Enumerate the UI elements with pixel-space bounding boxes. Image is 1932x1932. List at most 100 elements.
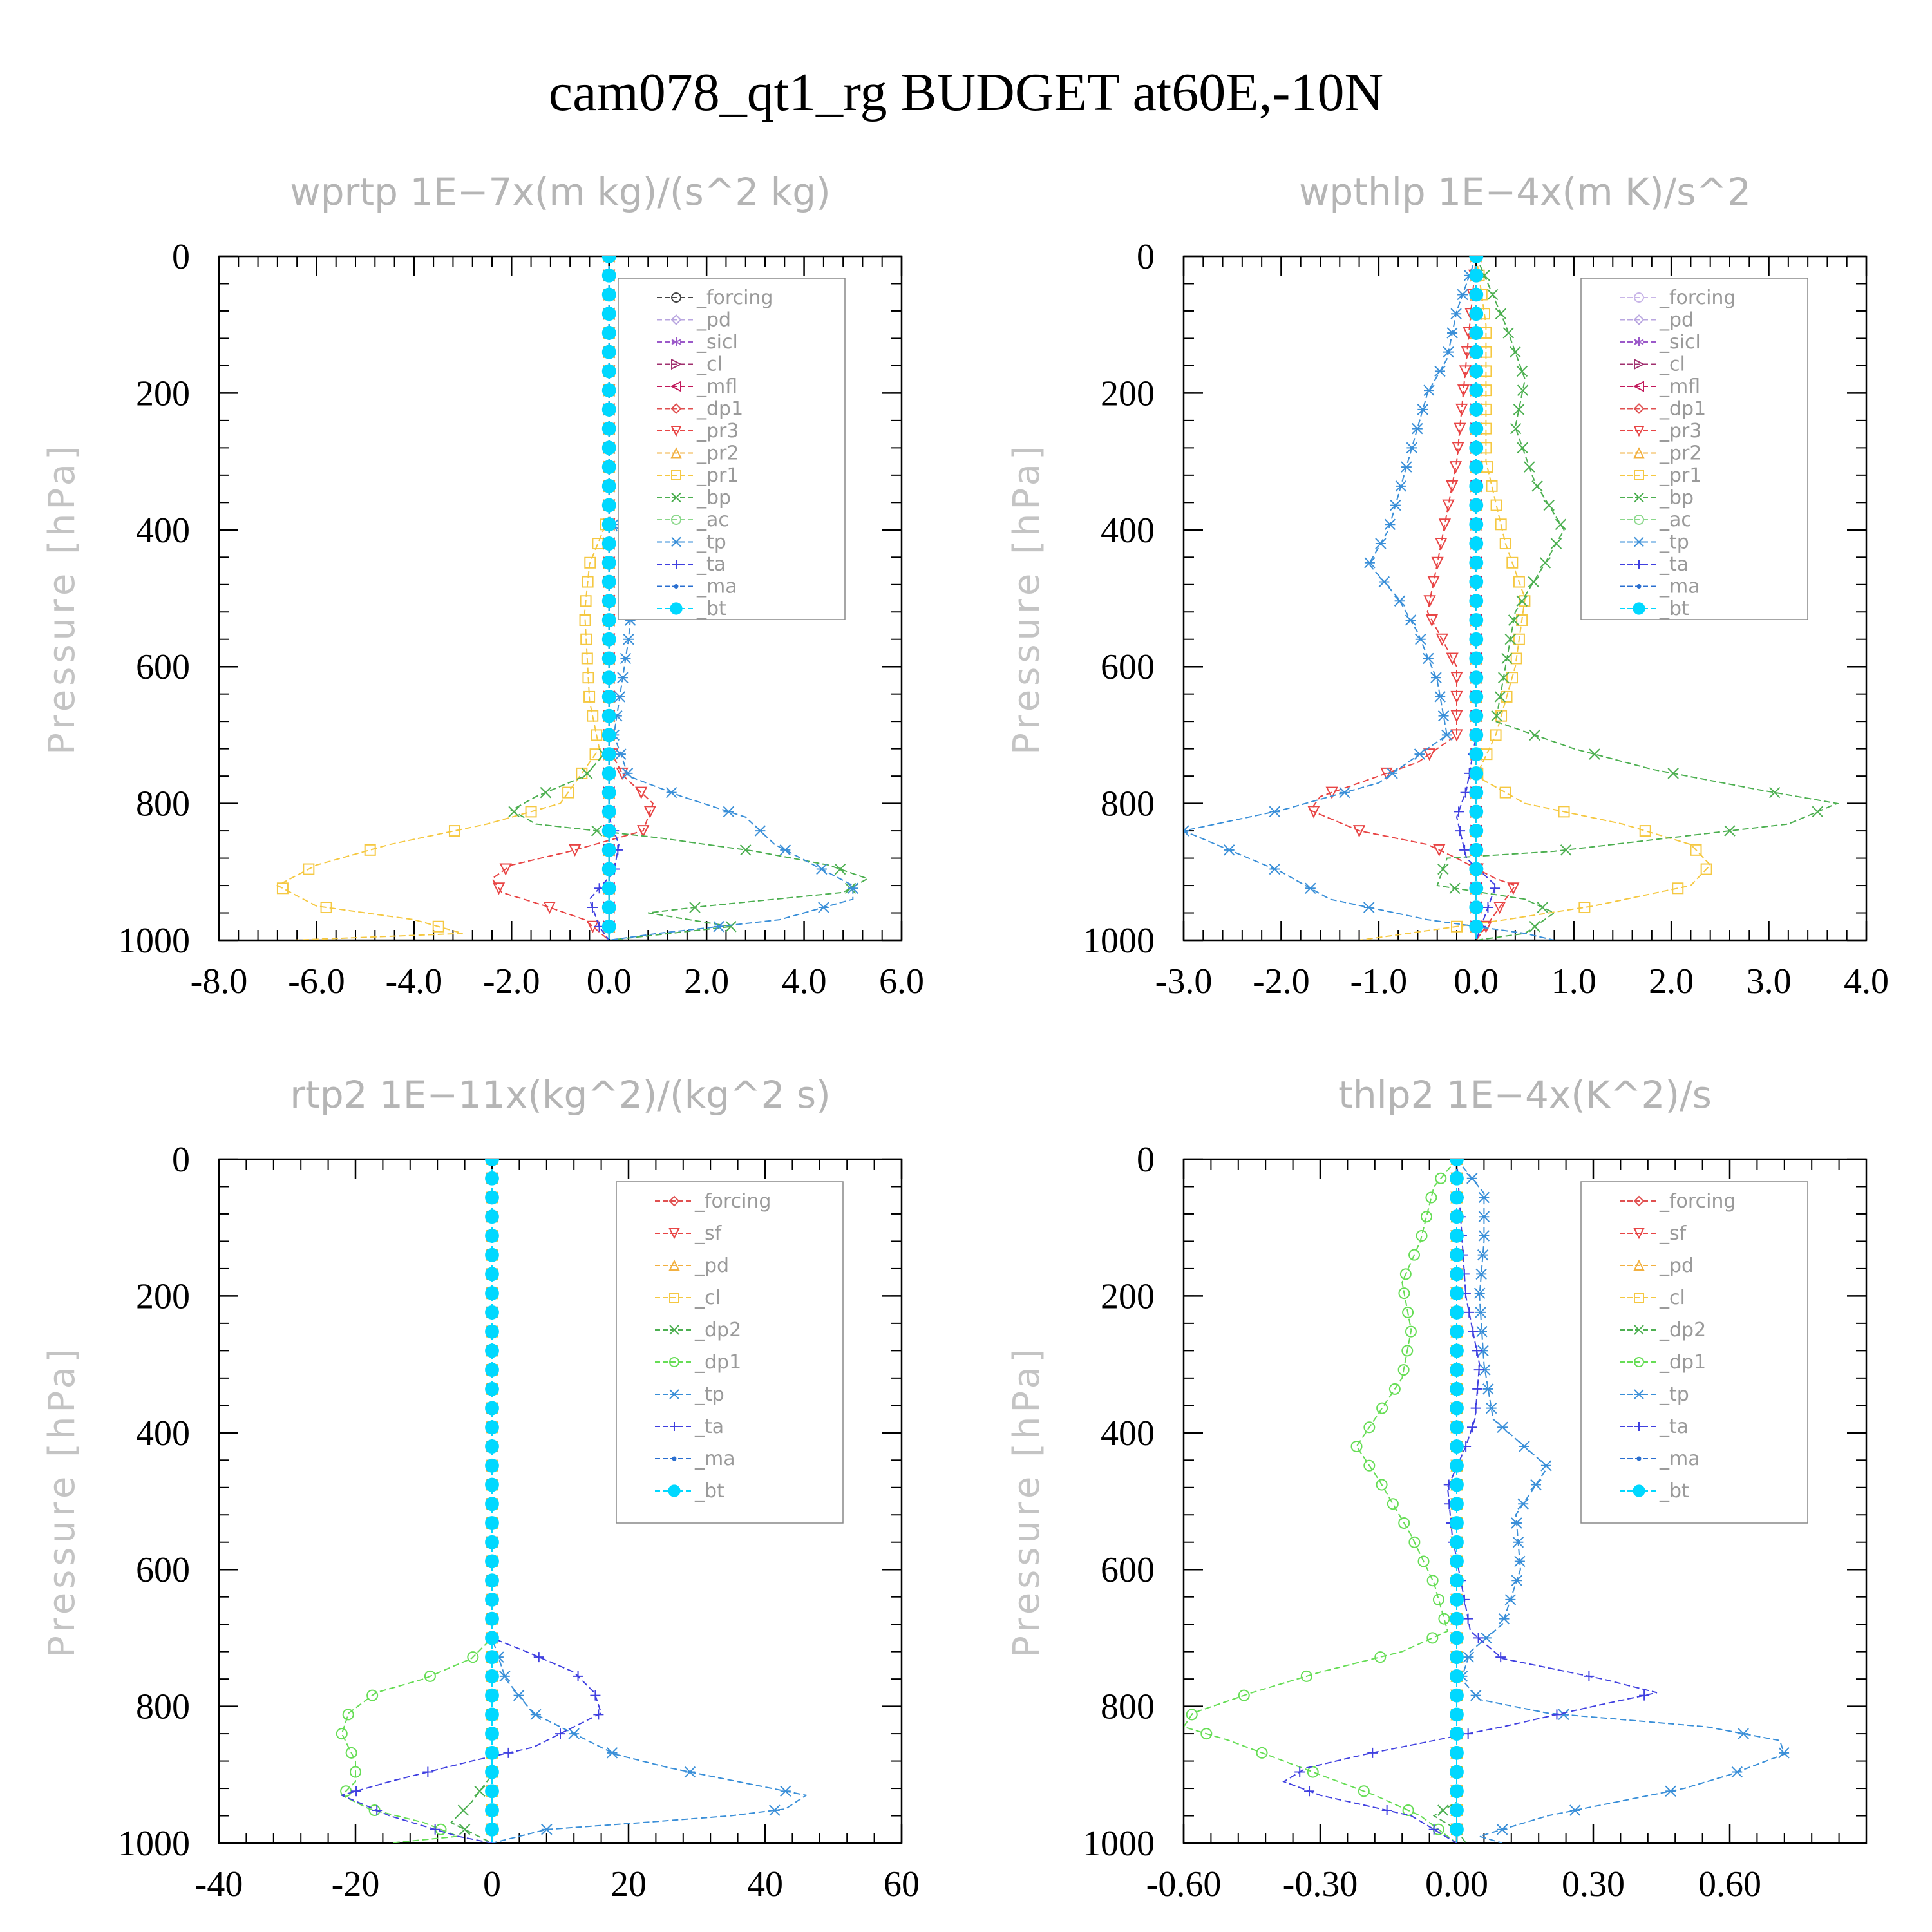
plot-frame <box>1182 1158 1868 1844</box>
legend-label: _bp <box>696 487 731 509</box>
legend-label: _pd <box>696 309 731 332</box>
chart-panel-4: thlp2 1E−4x(K^2)/s Pressure [hPa] -0.60 -0.… <box>1006 1073 1868 1904</box>
chart-title: rtp2 1E−11x(kg^2)/(kg^2 s) <box>290 1073 831 1117</box>
legend-item: _bt <box>1620 598 1689 620</box>
legend-label: _bt <box>1659 1480 1689 1502</box>
legend-label: _forcing <box>694 1190 771 1213</box>
legend-item: _sf <box>655 1222 723 1245</box>
legend-item: _ma <box>1620 576 1700 598</box>
legend-label: _sicl <box>696 331 738 354</box>
page-title: cam078_qt1_rg BUDGET at60E,-10N <box>548 62 1384 122</box>
legend-item: _pd <box>657 309 731 332</box>
y-tick-label: 400 <box>1101 1414 1155 1454</box>
legend-item: _pd <box>1620 1255 1694 1277</box>
legend-item: _forcing <box>657 287 773 309</box>
legend-item: _pr3 <box>1620 420 1701 442</box>
legend-box <box>1580 1181 1808 1524</box>
y-tick-label: 600 <box>1101 647 1155 687</box>
legend-item: _cl <box>1620 1287 1685 1309</box>
legend-label: _mfl <box>696 375 737 398</box>
legend-item: _cl <box>657 354 723 376</box>
chart-title: wprtp 1E−7x(m kg)/(s^2 kg) <box>290 170 830 214</box>
y-tick-label: 800 <box>1101 784 1155 824</box>
legend-label: _pr3 <box>696 420 739 442</box>
legend-item: _pd <box>1620 309 1694 332</box>
y-tick-label: 400 <box>136 511 190 551</box>
legend-item: _bp <box>657 487 731 509</box>
legend-item: _dp1 <box>1620 398 1706 421</box>
legend-item: _tp <box>1620 1383 1689 1406</box>
series-ta <box>339 1159 604 1843</box>
plot-area <box>336 1159 808 1843</box>
series-pr3 <box>1307 256 1520 940</box>
legend-item: _pr1 <box>657 464 739 487</box>
series-line <box>1309 256 1517 940</box>
legend-item: _ac <box>1620 509 1692 531</box>
legend-label: _pd <box>1659 309 1694 332</box>
legend-item: _ma <box>657 576 737 598</box>
legend-label: _sf <box>1659 1222 1687 1245</box>
plot-frame <box>218 1158 903 1844</box>
y-tick-label: 200 <box>136 1276 190 1316</box>
chart-panel-3: rtp2 1E−11x(kg^2)/(kg^2 s) Pressure [hPa]… <box>41 1073 920 1904</box>
y-tick-label: 0 <box>172 237 190 277</box>
legend-item: _bt <box>657 598 726 620</box>
legend-label: _ac <box>1659 509 1692 531</box>
chart-title: thlp2 1E−4x(K^2)/s <box>1338 1073 1712 1117</box>
x-tick-label: -3.0 <box>1155 961 1213 1001</box>
legend-label: _tp <box>696 531 726 554</box>
x-tick-label: 0.00 <box>1425 1864 1488 1904</box>
y-tick-label: 200 <box>1101 1276 1155 1316</box>
legend-label: _sf <box>694 1222 723 1245</box>
legend-item: _bt <box>655 1480 724 1502</box>
legend-label: _ta <box>1659 1416 1689 1438</box>
legend-label: _ac <box>696 509 729 531</box>
legend-item: _ta <box>1620 553 1689 576</box>
y-axis-label: Pressure [hPa] <box>41 1345 83 1658</box>
series-line <box>339 1159 602 1843</box>
legend-label: _ta <box>1659 553 1689 576</box>
series-line <box>491 1159 808 1843</box>
legend-item: _ac <box>657 509 729 531</box>
series-bt <box>1450 1159 1464 1843</box>
legend-label: _cl <box>1659 1287 1685 1309</box>
legend-label: _mfl <box>1659 375 1700 398</box>
legend-item: _ma <box>1620 1448 1700 1470</box>
series-line <box>1184 256 1555 940</box>
legend-item: _pd <box>655 1255 729 1277</box>
legend-label: _dp1 <box>1659 1351 1706 1374</box>
legend-label: _pr2 <box>1659 442 1701 465</box>
x-tick-label: 4.0 <box>782 961 827 1001</box>
x-tick-label: -2.0 <box>483 961 540 1001</box>
legend-label: _cl <box>1659 354 1685 376</box>
y-tick-label: 0 <box>172 1140 190 1180</box>
legend-label: _ta <box>696 553 726 576</box>
legend-item: _pr2 <box>1620 442 1701 465</box>
legend-label: _bt <box>1659 598 1689 620</box>
x-tick-label: 0 <box>483 1864 501 1904</box>
legend-item: _dp2 <box>655 1319 741 1341</box>
x-tick-label: -0.60 <box>1146 1864 1222 1904</box>
x-tick-label: -4.0 <box>386 961 443 1001</box>
legend-item: _pr2 <box>657 442 739 465</box>
x-tick-label: -6.0 <box>288 961 345 1001</box>
series-line <box>510 256 869 940</box>
series-line <box>1184 1159 1457 1843</box>
legend-item: _mfl <box>1620 375 1700 398</box>
legend-label: _pr3 <box>1659 420 1701 442</box>
x-tick-label: 40 <box>747 1864 783 1904</box>
legend-label: _dp1 <box>694 1351 741 1374</box>
legend-box <box>616 1181 844 1524</box>
x-tick-label: 0.0 <box>587 961 632 1001</box>
legend-item: _forcing <box>1620 1190 1736 1213</box>
y-tick-label: 1000 <box>1083 921 1155 961</box>
y-tick-label: 800 <box>136 1687 190 1727</box>
legend-item: _sicl <box>1620 331 1701 354</box>
y-tick-label: 0 <box>1137 1140 1155 1180</box>
x-tick-label: 0.30 <box>1562 1864 1625 1904</box>
x-tick-label: -1.0 <box>1350 961 1408 1001</box>
y-tick-label: 1000 <box>118 921 190 961</box>
x-tick-label: 2.0 <box>1649 961 1694 1001</box>
